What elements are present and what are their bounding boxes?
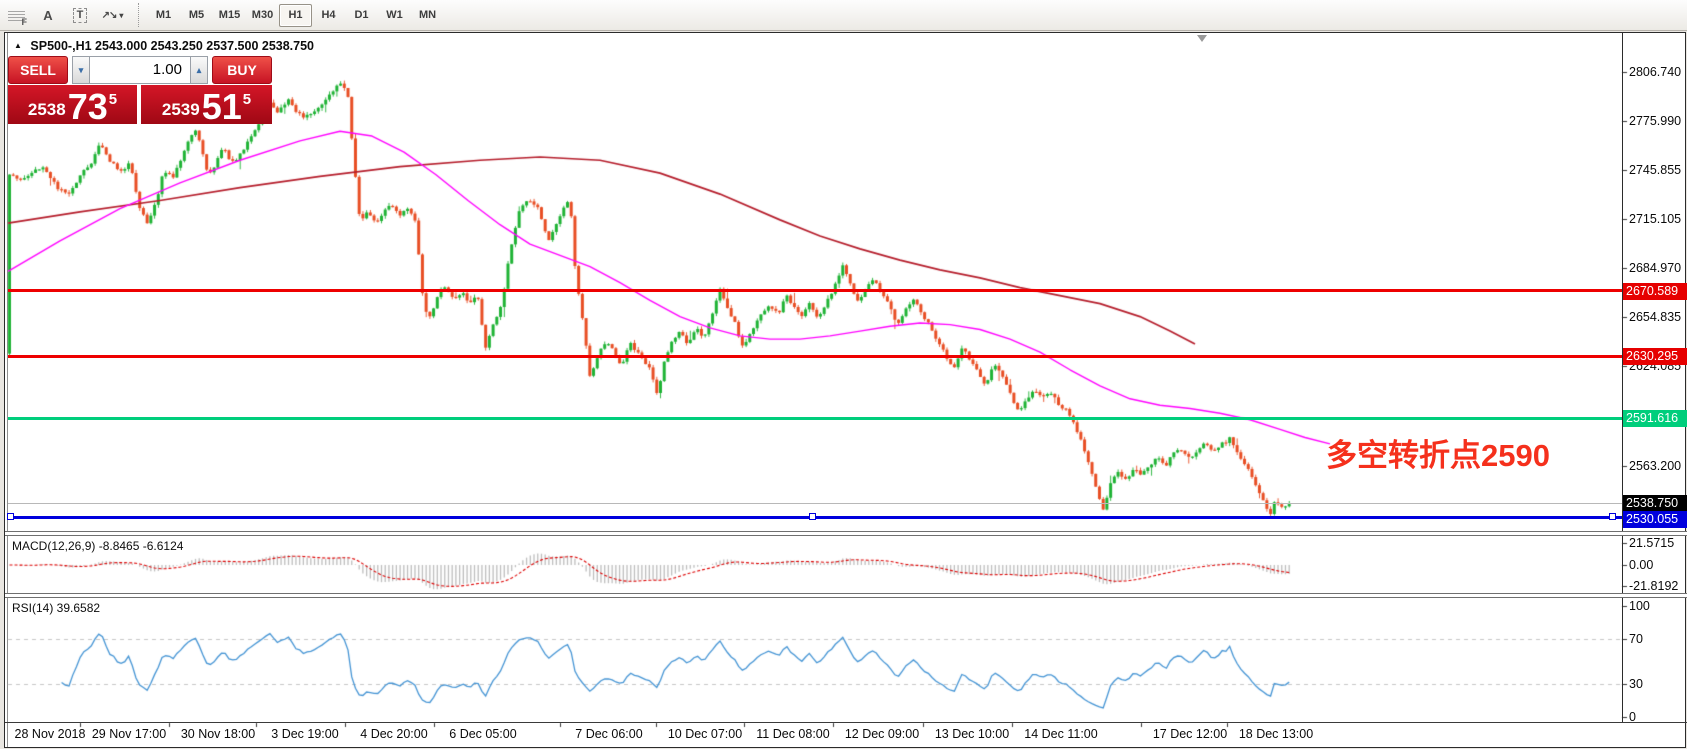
arrows-glyph-icon: ↗↘ bbox=[101, 9, 118, 21]
time-axis-label: 6 Dec 05:00 bbox=[449, 727, 517, 741]
volume-input[interactable]: 1.00 bbox=[90, 56, 190, 84]
time-axis-label: 10 Dec 07:00 bbox=[667, 727, 743, 741]
text-label-tool-icon[interactable]: T bbox=[67, 3, 93, 27]
pane-divider-rsi[interactable] bbox=[5, 593, 1687, 598]
sell-price-main: 2538 bbox=[27, 100, 66, 119]
one-click-trade-panel: SELL ▾ 1.00 ▴ BUY 2538 73 5 2539 51 5 bbox=[8, 56, 272, 125]
sell-price-big: 73 bbox=[67, 86, 108, 127]
timeframe-d1[interactable]: D1 bbox=[354, 8, 369, 21]
toolbar: F A T ↗↘ ▾ M1 M5 M15 M30 H1 H4 D1 W1 MN bbox=[0, 0, 1687, 31]
line-anchor-handle[interactable] bbox=[809, 513, 816, 520]
time-axis-label: 13 Dec 10:00 bbox=[934, 727, 1010, 741]
rsi-indicator-label: RSI(14) 39.6582 bbox=[12, 601, 101, 615]
text-tool-letter: T bbox=[72, 7, 88, 23]
timeframe-h4[interactable]: H4 bbox=[321, 8, 336, 21]
time-axis-label: 7 Dec 06:00 bbox=[575, 727, 643, 741]
chart-shift-marker-icon bbox=[1197, 35, 1207, 42]
price-axis-label: 2775.990 bbox=[1629, 114, 1682, 128]
chart-annotation-text: 多空转折点2590 bbox=[1326, 438, 1550, 473]
macd-axis-label: 0.00 bbox=[1629, 558, 1654, 572]
price-axis-label: 2563.200 bbox=[1629, 459, 1682, 473]
timeframe-m15[interactable]: M15 bbox=[218, 8, 241, 21]
price-axis-border bbox=[1622, 33, 1623, 722]
time-axis-border bbox=[5, 722, 1687, 723]
rsi-axis-label: 30 bbox=[1629, 677, 1643, 691]
collapse-triangle-icon[interactable]: ▲ bbox=[14, 41, 22, 50]
price-tag-2591.616: 2591.616 bbox=[1623, 410, 1687, 427]
rsi-axis-label: 100 bbox=[1629, 599, 1650, 613]
price-tag-2630.295: 2630.295 bbox=[1623, 348, 1687, 365]
rsi-axis-label: 0 bbox=[1629, 710, 1636, 724]
sell-price-display[interactable]: 2538 73 5 bbox=[8, 85, 137, 127]
resistance-line-2630[interactable] bbox=[8, 354, 1622, 358]
price-axis-label: 2806.740 bbox=[1629, 65, 1682, 79]
indicator-grid-icon[interactable]: F bbox=[3, 3, 29, 27]
toolbar-separator bbox=[138, 3, 139, 27]
line-anchor-handle[interactable] bbox=[1609, 513, 1616, 520]
price-axis-label: 2745.855 bbox=[1629, 163, 1682, 177]
grid-f-letter: F bbox=[21, 17, 28, 27]
arrow-objects-tool-icon[interactable]: ↗↘ ▾ bbox=[99, 3, 125, 27]
time-axis-label: 17 Dec 12:00 bbox=[1152, 727, 1228, 741]
price-tag-2538.750: 2538.750 bbox=[1623, 495, 1687, 512]
bid-price-line[interactable] bbox=[8, 502, 1622, 504]
price-axis-label: 2715.105 bbox=[1629, 212, 1682, 226]
time-axis-label: 11 Dec 08:00 bbox=[756, 727, 830, 741]
timeframe-h1[interactable]: H1 bbox=[279, 3, 312, 27]
timeframe-mn[interactable]: MN bbox=[418, 8, 437, 21]
macd-axis-label: -21.8192 bbox=[1629, 579, 1679, 593]
support-line-2591[interactable] bbox=[8, 416, 1622, 420]
time-axis-label: 3 Dec 19:00 bbox=[271, 727, 339, 741]
time-axis-label: 4 Dec 20:00 bbox=[360, 727, 428, 741]
symbol-period-label: SP500-,H1 bbox=[30, 39, 92, 53]
volume-increase-button[interactable]: ▴ bbox=[190, 56, 208, 84]
volume-decrease-button[interactable]: ▾ bbox=[72, 56, 90, 84]
sell-price-sup: 5 bbox=[108, 91, 118, 108]
timeframe-m1[interactable]: M1 bbox=[155, 8, 172, 21]
macd-axis-label: 21.5715 bbox=[1629, 536, 1675, 550]
price-axis-label: 2684.970 bbox=[1629, 261, 1682, 275]
font-tool-icon[interactable]: A bbox=[43, 7, 53, 23]
time-axis-label: 29 Nov 17:00 bbox=[91, 727, 167, 741]
buy-price-sup: 5 bbox=[242, 91, 252, 108]
price-tag-2530.055: 2530.055 bbox=[1623, 511, 1687, 528]
sell-button[interactable]: SELL bbox=[8, 56, 68, 84]
time-axis-label: 14 Dec 11:00 bbox=[1024, 727, 1098, 741]
timeframe-w1[interactable]: W1 bbox=[386, 8, 403, 21]
buy-button[interactable]: BUY bbox=[212, 56, 272, 84]
resistance-line-2670[interactable] bbox=[8, 288, 1622, 292]
rsi-axis-label: 70 bbox=[1629, 632, 1643, 646]
ohlc-readout: 2543.000 2543.250 2537.500 2538.750 bbox=[95, 39, 315, 53]
pane-divider-macd[interactable] bbox=[5, 531, 1687, 536]
macd-indicator-label: MACD(12,26,9) -8.8465 -6.6124 bbox=[12, 539, 184, 553]
timeframe-m5[interactable]: M5 bbox=[188, 8, 205, 21]
timeframe-group: M1 M5 M15 M30 H1 H4 D1 W1 MN bbox=[147, 3, 444, 27]
dropdown-caret-icon[interactable]: ▾ bbox=[119, 10, 123, 20]
timeframe-m30[interactable]: M30 bbox=[251, 8, 274, 21]
line-anchor-handle[interactable] bbox=[7, 513, 14, 520]
buy-price-big: 51 bbox=[201, 86, 242, 127]
time-axis-label: 18 Dec 13:00 bbox=[1238, 727, 1314, 741]
price-tag-2670.589: 2670.589 bbox=[1623, 283, 1687, 300]
buy-price-main: 2539 bbox=[161, 100, 200, 119]
price-axis-label: 2654.835 bbox=[1629, 310, 1682, 324]
chart-title: ▲ SP500-,H1 2543.000 2543.250 2537.500 2… bbox=[14, 39, 314, 53]
time-axis-label: 30 Nov 18:00 bbox=[180, 727, 256, 741]
time-axis-label: 28 Nov 2018 bbox=[14, 727, 86, 741]
buy-price-display[interactable]: 2539 51 5 bbox=[141, 85, 272, 127]
time-axis-label: 12 Dec 09:00 bbox=[844, 727, 920, 741]
grid-pattern-icon bbox=[7, 9, 25, 21]
